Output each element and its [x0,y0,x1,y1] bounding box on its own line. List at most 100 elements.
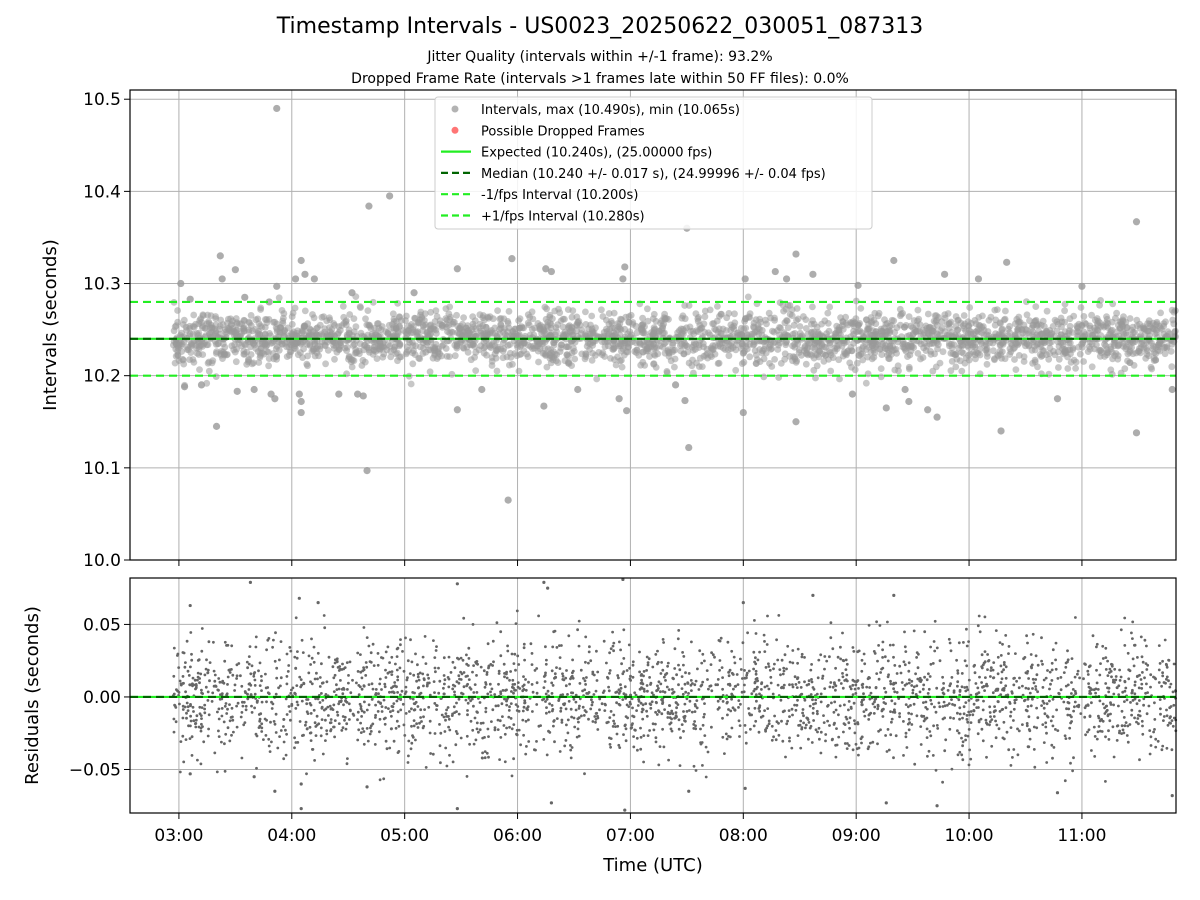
residual-point [704,745,708,749]
interval-point [1128,344,1135,351]
interval-point [856,320,863,327]
residual-point [1131,657,1135,661]
residual-point [203,707,207,711]
interval-point [496,325,503,333]
residual-point [264,734,268,737]
interval-point [203,320,211,328]
residual-point [448,728,452,732]
residual-point [609,710,613,713]
residual-point [701,723,705,727]
interval-point [836,375,843,383]
residual-point [505,672,508,676]
residual-point [566,718,570,722]
residual-point [981,708,985,712]
residual-point [274,712,278,716]
interval-point [616,320,624,328]
interval-point [243,348,251,356]
interval-point [297,408,305,417]
interval-point [647,343,655,350]
interval-point [827,367,835,375]
residual-point [732,655,736,659]
residual-point [902,754,905,757]
residual-point [408,710,411,713]
residual-point [596,670,600,674]
residual-point [948,727,952,731]
residual-point [470,697,474,701]
residual-point [1113,681,1116,684]
residual-point [260,722,264,726]
residual-point [890,720,893,724]
residual-point [535,740,538,743]
residual-point [985,755,988,759]
residual-point [846,742,849,745]
residual-point [478,728,482,732]
interval-point [866,331,874,339]
residual-point [778,668,782,671]
interval-point [933,413,941,421]
interval-point [1160,330,1168,338]
residual-point [235,725,239,729]
interval-point [335,390,343,398]
interval-point [453,344,461,352]
residual-point [481,756,484,760]
residual-point [710,689,714,693]
residual-point [184,661,187,664]
interval-point [1103,313,1110,320]
interval-point [488,358,496,365]
residual-point [472,704,475,708]
interval-point [385,321,393,329]
residual-point [903,683,907,687]
residual-point [1169,721,1172,725]
residual-point [815,692,819,696]
residual-point [886,620,889,624]
y-axis-label: Intervals (seconds) [40,239,61,411]
residual-point [983,689,986,692]
residual-point [452,705,456,709]
residual-point [733,708,736,712]
residual-point [224,732,228,736]
interval-point [1161,350,1169,358]
residual-point [407,754,410,758]
residual-point [998,641,1002,644]
residual-point [378,778,382,782]
residual-point [485,751,489,755]
residual-point [967,699,971,702]
residual-point [802,714,805,718]
residual-point [442,656,446,660]
residual-point [974,692,978,696]
interval-point [944,310,952,317]
residual-point [1149,685,1152,689]
residual-point [324,718,327,722]
interval-point [876,346,884,353]
residual-point [481,721,485,725]
residual-point [780,658,784,662]
residual-point [1108,719,1112,723]
interval-point [1133,316,1141,324]
residual-point [506,649,510,653]
residual-point [1032,748,1036,751]
interval-point [248,360,256,368]
residual-point [278,735,281,738]
residual-point [611,725,615,728]
residual-point [1108,667,1112,671]
interval-point [335,323,342,331]
interval-point [990,336,998,344]
residual-point [573,725,577,729]
residual-point [376,652,380,655]
residual-point [892,756,895,760]
residual-point [581,705,585,709]
residual-point [503,760,507,764]
residual-point [576,727,580,731]
residual-point [472,691,476,694]
residual-point [1165,675,1169,679]
residual-point [709,663,713,666]
residual-point [374,693,378,697]
interval-point [386,192,394,200]
residual-point [1104,682,1108,685]
residual-point [650,700,654,704]
residual-point [390,670,394,673]
residual-point [1012,677,1016,680]
residual-point [608,736,611,740]
residual-point [453,693,457,697]
interval-point [731,310,738,318]
